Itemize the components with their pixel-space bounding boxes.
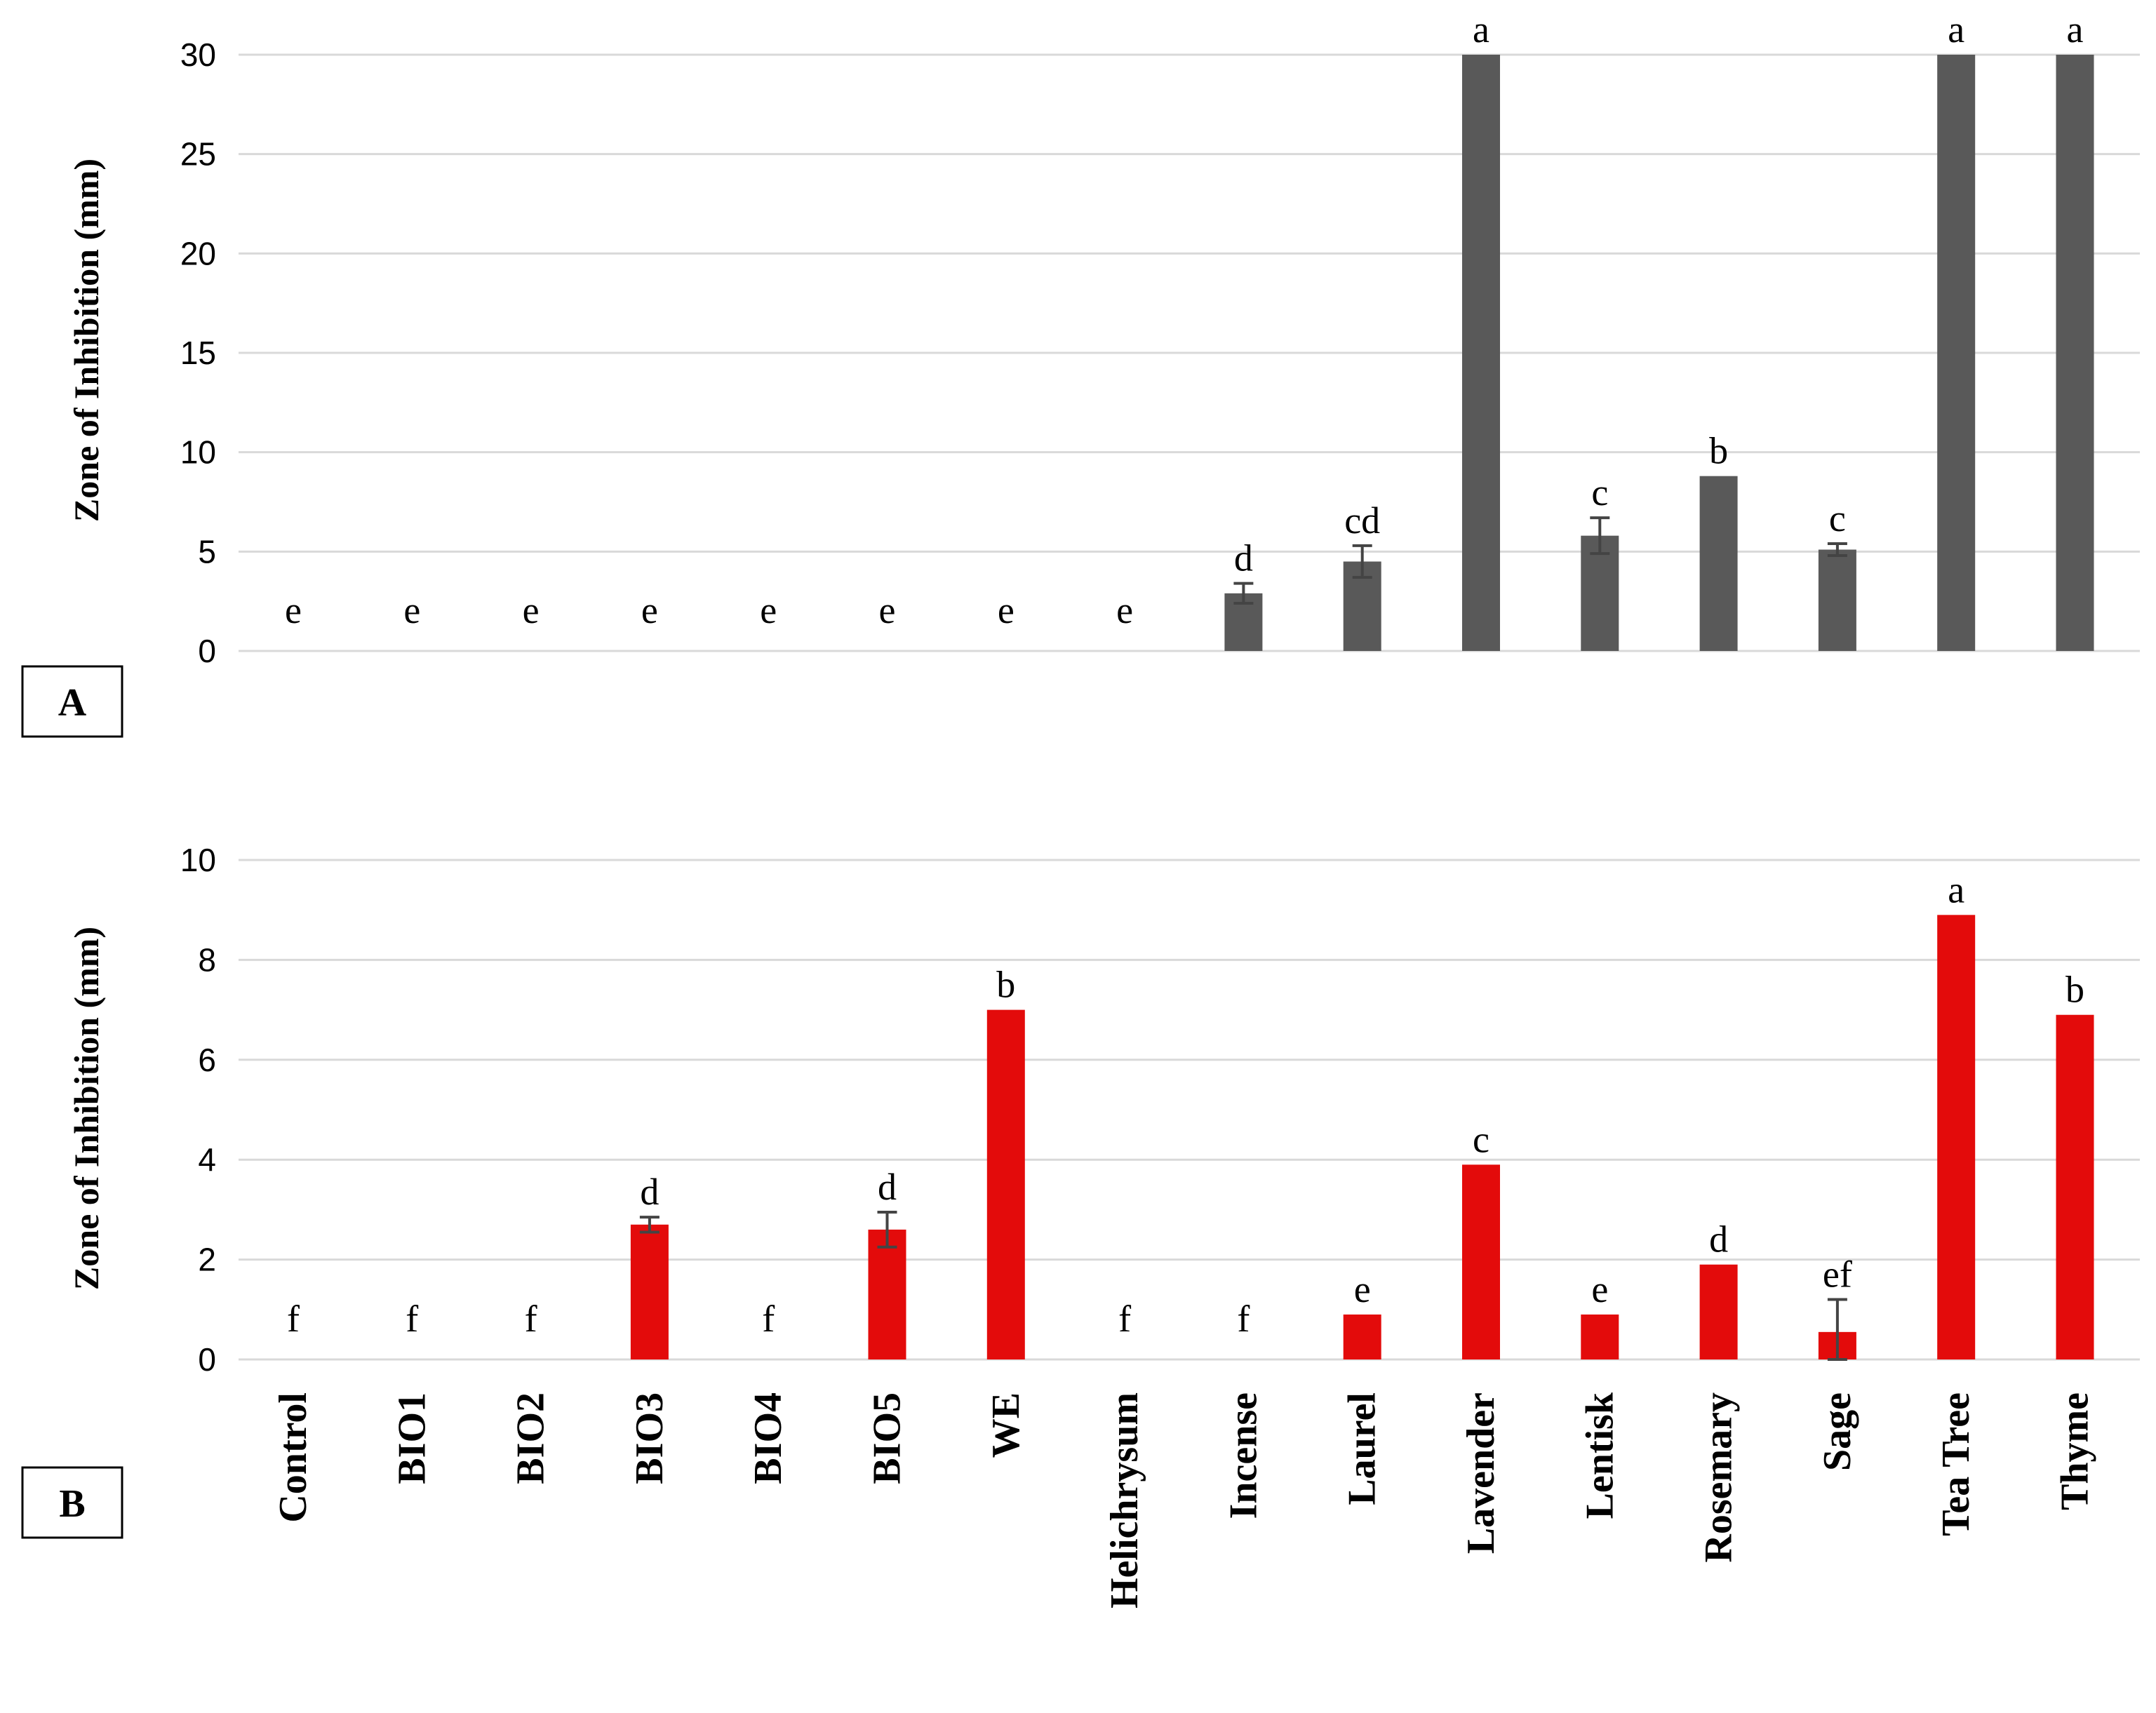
- y-tick-label: 6: [198, 1042, 216, 1078]
- y-tick-label: 20: [180, 235, 216, 271]
- bar-bio5: [868, 1229, 906, 1359]
- bar-we: [986, 1009, 1025, 1359]
- significance-letter: a: [1948, 868, 1964, 911]
- x-tick-label: Laurel: [1341, 1392, 1384, 1505]
- x-tick-label: Thyme: [2054, 1392, 2097, 1510]
- x-tick-label: WE: [984, 1392, 1028, 1458]
- x-tick-label: BIO5: [866, 1392, 909, 1484]
- significance-letter: e: [641, 589, 658, 631]
- bar-rosemary: [1699, 1264, 1738, 1359]
- bar-thyme: [2056, 55, 2094, 651]
- x-tick-label: Tea Tree: [1934, 1392, 1978, 1536]
- significance-letter: b: [2065, 969, 2084, 1011]
- chart-panel-b: 0 2 4 6 8 10 Zone of Inhibition (mm) f f f d f d b f f e…: [21, 842, 2140, 1539]
- y-tick-label: 30: [180, 36, 216, 73]
- significance-letter: e: [1591, 1268, 1608, 1310]
- y-tick-label: 8: [198, 941, 216, 978]
- significance-letter: d: [878, 1166, 897, 1208]
- bar-tea-tree: [1937, 55, 1976, 651]
- y-tick-label: 10: [180, 434, 216, 471]
- panel-label: B: [59, 1482, 85, 1526]
- significance-letter: f: [525, 1298, 537, 1340]
- x-tick-label: Sage: [1816, 1392, 1859, 1471]
- x-tick-label: Incense: [1221, 1392, 1265, 1519]
- x-tick-label: Lentisk: [1578, 1392, 1621, 1519]
- x-tick-label: BIO1: [390, 1392, 434, 1484]
- bar-lavender: [1462, 1164, 1500, 1359]
- x-tick-label: Lavender: [1459, 1392, 1503, 1554]
- panel-label-box: [21, 1466, 123, 1539]
- y-axis-label: Zone of Inhibition (mm): [67, 159, 106, 522]
- x-tick-label: BIO4: [746, 1392, 790, 1484]
- significance-letter: e: [760, 589, 777, 631]
- y-axis-label: Zone of Inhibition (mm): [67, 927, 106, 1290]
- y-tick-label: 0: [198, 1341, 216, 1378]
- panel-label-box: [21, 665, 123, 738]
- significance-letter: d: [1709, 1218, 1728, 1261]
- chart-panel-a: 0 5 10 15 20 25 30 Zone of Inhibition (mm) e e e e e…: [21, 8, 2140, 738]
- y-tick-label: 15: [180, 335, 216, 371]
- significance-letter: d: [1234, 537, 1253, 579]
- significance-letter: f: [762, 1298, 775, 1340]
- significance-letter: f: [287, 1298, 300, 1340]
- bar-bio3: [630, 1224, 669, 1359]
- bar-sage: [1818, 549, 1856, 651]
- significance-letter: e: [523, 589, 540, 631]
- bar-tea-tree: [1937, 915, 1976, 1359]
- significance-letter: ef: [1823, 1254, 1852, 1296]
- bar-rosemary: [1699, 476, 1738, 651]
- y-tick-label: 25: [180, 136, 216, 173]
- panel-label: A: [58, 681, 87, 725]
- significance-letter: a: [2067, 8, 2084, 51]
- y-tick-label: 4: [198, 1141, 216, 1178]
- bar-thyme: [2056, 1014, 2094, 1359]
- x-tick-label: Control: [272, 1392, 315, 1523]
- y-tick-label: 5: [198, 533, 216, 570]
- significance-letter: a: [1948, 8, 1964, 51]
- bar-lavender: [1462, 55, 1500, 651]
- significance-letter: e: [1354, 1268, 1371, 1310]
- y-tick-label: 2: [198, 1242, 216, 1278]
- significance-letter: e: [998, 589, 1015, 631]
- significance-letter: d: [640, 1171, 659, 1213]
- significance-letter: e: [1116, 589, 1133, 631]
- significance-letter: f: [1237, 1298, 1250, 1340]
- x-tick-label: Helichrysum: [1103, 1392, 1146, 1608]
- significance-letter: e: [403, 589, 420, 631]
- significance-letter: a: [1473, 8, 1489, 51]
- significance-letter: f: [406, 1298, 418, 1340]
- bar-lentisk: [1581, 1314, 1619, 1359]
- significance-letter: b: [1709, 430, 1728, 472]
- y-tick-label: 0: [198, 633, 216, 669]
- significance-letter: e: [285, 589, 302, 631]
- significance-letter: c: [1829, 497, 1846, 539]
- significance-letter: f: [1118, 1298, 1131, 1340]
- significance-letter: c: [1473, 1118, 1489, 1160]
- significance-letter: b: [996, 964, 1015, 1006]
- significance-letter: cd: [1344, 499, 1380, 542]
- significance-letter: c: [1591, 471, 1608, 513]
- x-tick-label: BIO2: [509, 1392, 553, 1484]
- x-tick-label: Rosemary: [1697, 1392, 1741, 1563]
- bar-laurel: [1343, 1314, 1381, 1359]
- x-tick-label: BIO3: [628, 1392, 671, 1484]
- significance-letter: e: [879, 589, 896, 631]
- y-tick-label: 10: [180, 842, 216, 878]
